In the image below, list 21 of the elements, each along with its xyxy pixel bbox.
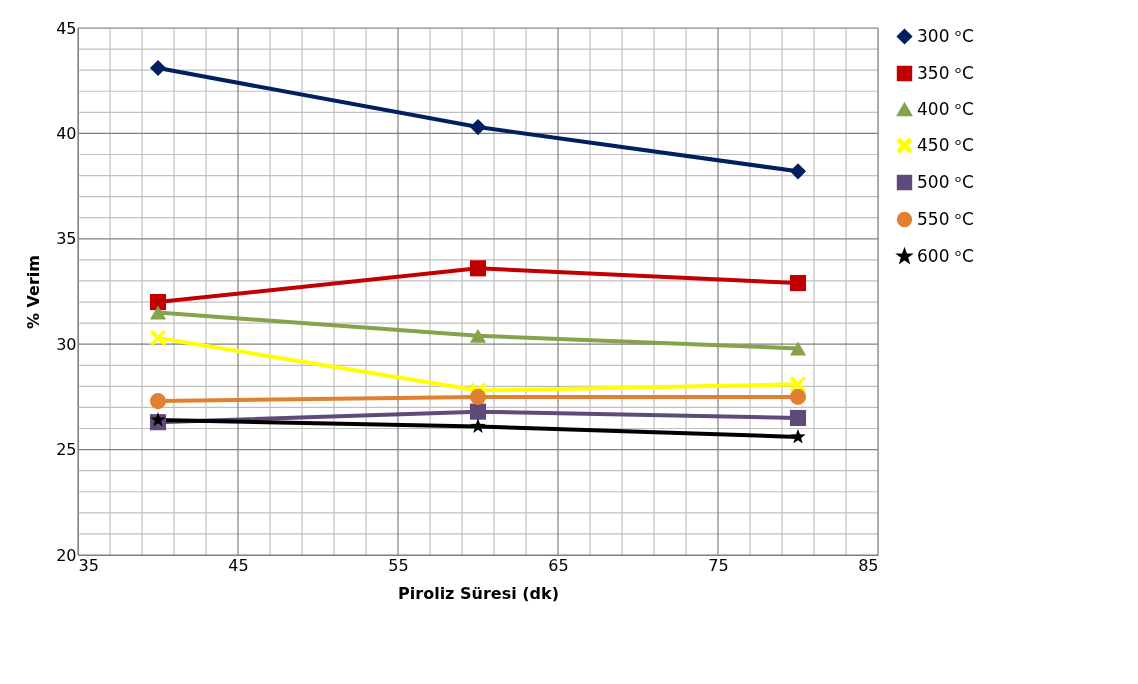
y-tick-label: 30 [56, 334, 77, 354]
y-tick-label: 20 [56, 545, 77, 565]
legend-label: 600 ᵒC [917, 245, 974, 266]
x-axis-title: Piroliz Süresi (dk) [398, 583, 559, 603]
legend-label: 400 ᵒC [917, 98, 974, 119]
x-tick-label: 35 [78, 555, 99, 575]
y-tick-label: 45 [56, 18, 77, 38]
y-tick-label: 25 [56, 440, 77, 460]
y-tick-label: 35 [56, 229, 77, 249]
x-tick-label: 45 [228, 555, 249, 575]
x-tick-label: 75 [708, 555, 729, 575]
legend-label: 550 ᵒC [917, 208, 974, 229]
legend-label: 350 ᵒC [917, 62, 974, 83]
x-tick-label: 55 [388, 555, 409, 575]
y-axis-title: % Verim [24, 254, 44, 330]
y-tick-label: 40 [56, 123, 77, 143]
legend-label: 300 ᵒC [917, 25, 974, 46]
legend-label: 500 ᵒC [917, 171, 974, 192]
legend-label: 450 ᵒC [917, 134, 974, 155]
x-tick-label: 65 [548, 555, 569, 575]
x-tick-label: 85 [858, 555, 879, 575]
